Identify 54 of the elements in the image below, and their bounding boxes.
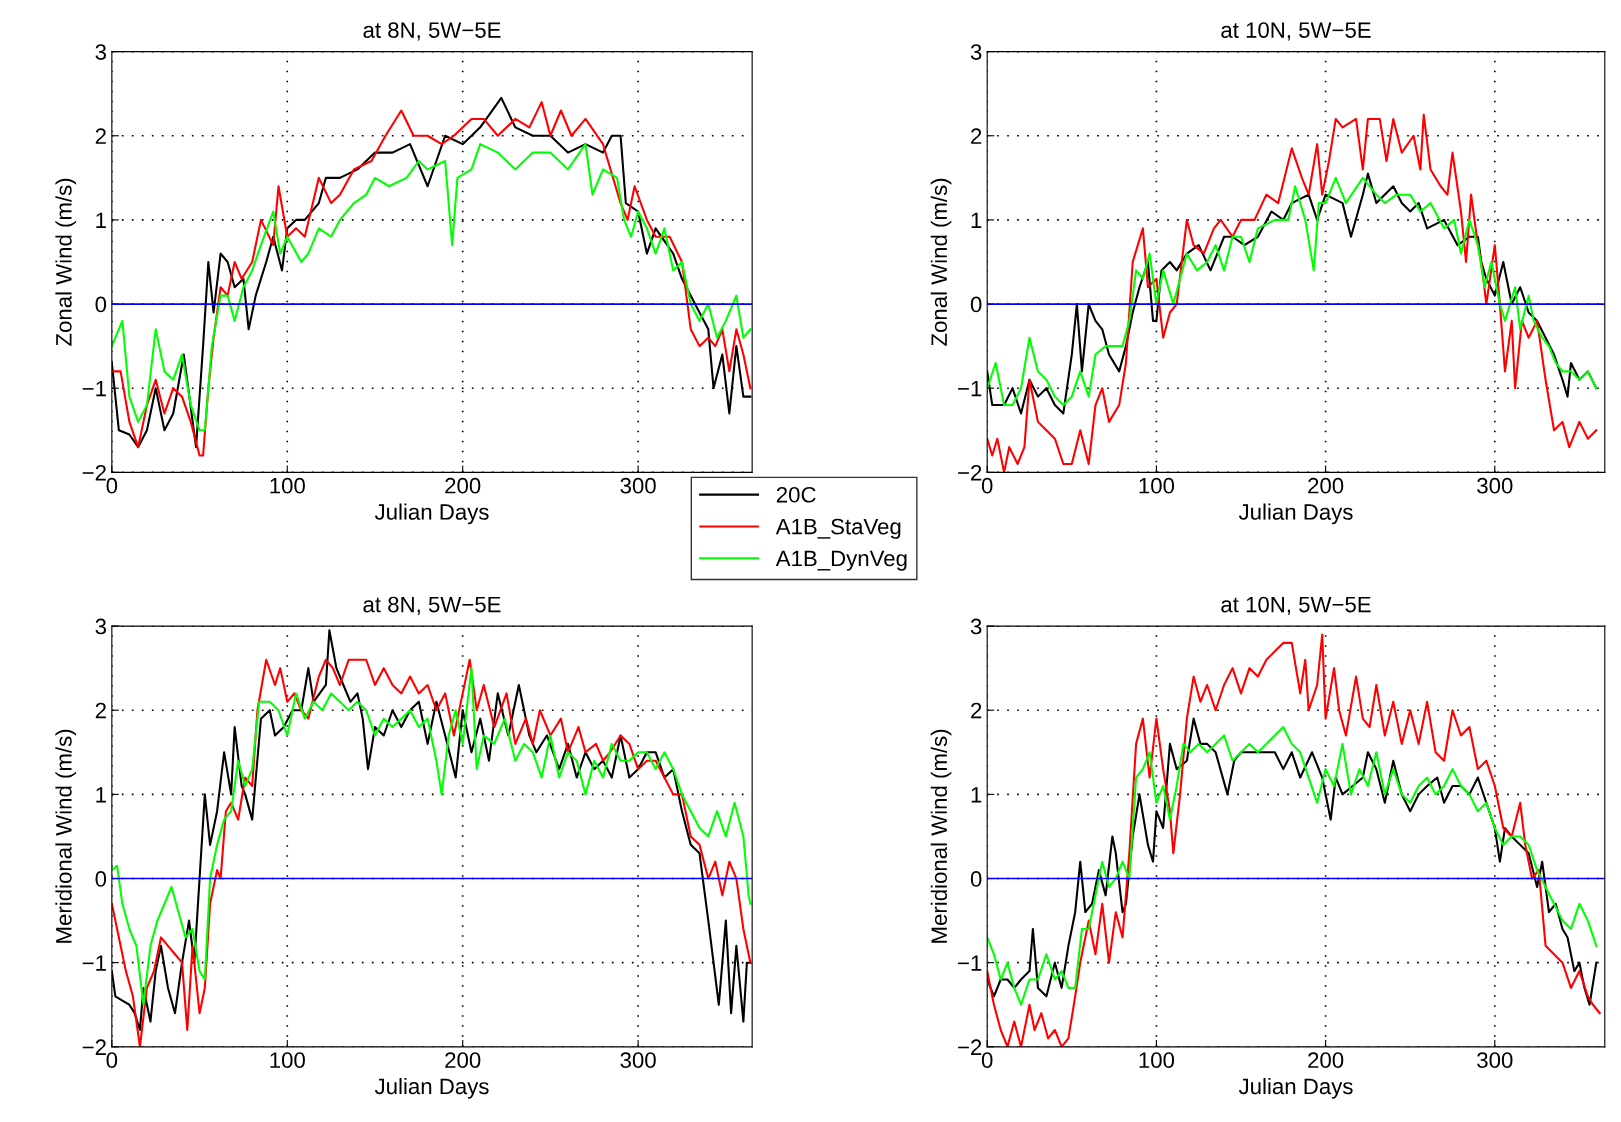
y-tick-label: 0 bbox=[970, 296, 982, 313]
y-tick-label: 1 bbox=[96, 212, 106, 228]
y-tick-label: 2 bbox=[95, 702, 106, 719]
chart-title: at 8N, 5W−5E bbox=[363, 596, 501, 616]
line-series bbox=[987, 633, 1601, 1047]
y-tick-label: 3 bbox=[970, 618, 982, 635]
y-tick-label: 0 bbox=[95, 871, 107, 887]
x-tick-label: 300 bbox=[1477, 1052, 1513, 1069]
x-axis-title: Julian Days bbox=[374, 1077, 489, 1099]
y-axis-title: Meridional Wind (m/s) bbox=[55, 729, 77, 943]
y-axis-title: Zonal Wind (m/s) bbox=[55, 178, 77, 346]
x-axis-title: Julian Days bbox=[1238, 503, 1353, 525]
x-tick-label: 300 bbox=[620, 1052, 656, 1069]
y-tick-label: −2 bbox=[958, 464, 982, 481]
y-tick-label: 1 bbox=[96, 787, 106, 803]
legend-label: A1B_StaVeg bbox=[775, 518, 901, 539]
y-tick-label: 2 bbox=[95, 128, 106, 144]
x-tick-label: 100 bbox=[270, 477, 305, 494]
x-tick-label: 100 bbox=[270, 1052, 305, 1069]
y-tick-label: 1 bbox=[971, 212, 982, 228]
x-tick-label: 200 bbox=[445, 1052, 481, 1069]
y-tick-label: 3 bbox=[970, 44, 982, 60]
y-tick-label: 0 bbox=[95, 296, 107, 313]
y-tick-label: −2 bbox=[82, 1039, 106, 1055]
x-tick-label: 300 bbox=[1477, 477, 1513, 494]
y-tick-label: −2 bbox=[82, 464, 106, 481]
y-tick-label: 1 bbox=[971, 787, 982, 803]
line-series bbox=[987, 113, 1598, 473]
chart-title: at 8N, 5W−5E bbox=[363, 22, 501, 41]
chart-title: at 10N, 5W−5E bbox=[1221, 596, 1371, 616]
y-tick-label: −1 bbox=[958, 380, 982, 397]
x-tick-label: 300 bbox=[620, 477, 656, 494]
x-tick-label: 100 bbox=[1139, 1052, 1175, 1069]
x-tick-label: 200 bbox=[1308, 1052, 1344, 1069]
legend-label: 20C bbox=[776, 486, 816, 503]
y-tick-label: −1 bbox=[82, 380, 106, 397]
y-tick-label: −2 bbox=[958, 1039, 982, 1055]
x-axis-title: Julian Days bbox=[1238, 1077, 1353, 1099]
x-tick-label: 100 bbox=[1139, 477, 1175, 494]
y-tick-label: 2 bbox=[971, 128, 982, 144]
x-axis-title: Julian Days bbox=[374, 503, 489, 525]
line-series bbox=[111, 143, 752, 432]
y-tick-label: 3 bbox=[95, 618, 107, 635]
y-tick-label: −1 bbox=[958, 955, 982, 971]
y-tick-label: 2 bbox=[971, 702, 982, 719]
y-axis-title: Zonal Wind (m/s) bbox=[930, 178, 952, 346]
y-tick-label: 3 bbox=[95, 44, 107, 60]
chart-title: at 10N, 5W−5E bbox=[1221, 22, 1371, 41]
x-tick-label: 200 bbox=[1308, 477, 1344, 494]
x-tick-label: 200 bbox=[445, 477, 481, 494]
y-tick-label: −1 bbox=[82, 955, 106, 971]
y-tick-label: 0 bbox=[970, 871, 982, 887]
legend-label: A1B_DynVeg bbox=[775, 550, 907, 571]
y-axis-title: Meridional Wind (m/s) bbox=[930, 729, 952, 943]
